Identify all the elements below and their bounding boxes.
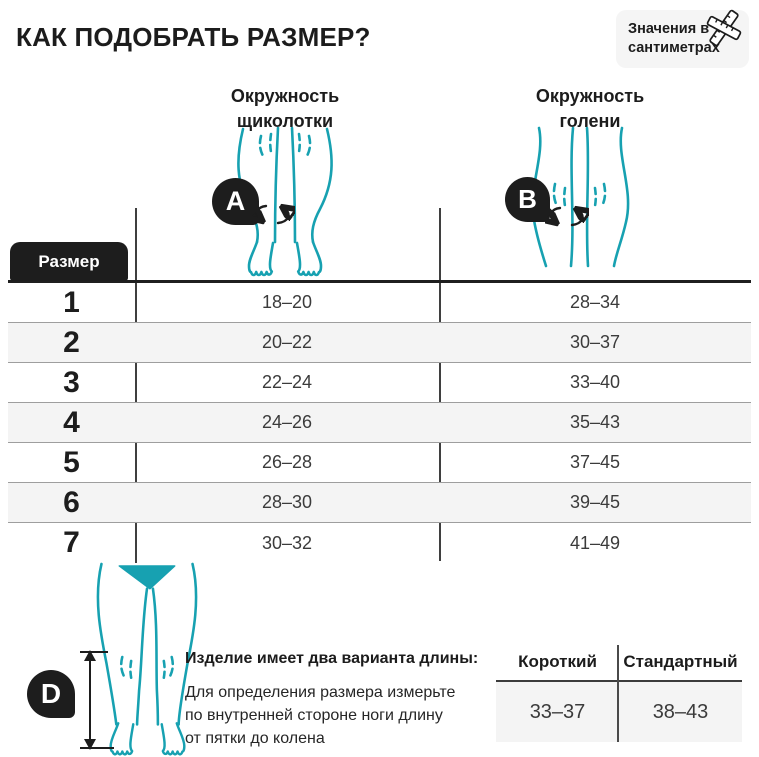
calf-range-cell: 30–37 [569,332,621,352]
length-table: Короткий Стандартный 33–37 38–43 [496,644,742,742]
ankle-range-cell: 20–22 [261,332,313,352]
marker-d-letter: D [40,678,62,709]
table-top-rule [8,280,751,283]
length-body-line: от пятки до колена [185,730,325,747]
full-legs-illustration [96,562,198,756]
length-body-line: Для определения размера измерьте [185,684,456,701]
marker-d-badge: D [27,670,75,718]
length-measure-arrow [80,650,114,750]
table-row: 7 30–32 41–49 [8,523,751,563]
table-row: 6 28–30 39–45 [8,483,751,523]
size-cell: 1 [63,285,80,319]
table-column-divider-2 [439,208,441,561]
column-header-ankle: Окружность щиколотки [230,86,340,131]
ruler-icon [706,9,742,47]
size-cell: 7 [63,526,80,559]
size-table: 1 18–20 28–34 2 20–22 30–37 3 22–24 33–4… [8,283,751,563]
ankle-range-cell: 24–26 [261,412,313,432]
ankle-range-cell: 22–24 [261,372,313,392]
size-cell: 5 [63,445,80,479]
size-cell: 6 [63,485,80,519]
length-table-value-row: 33–37 38–43 [496,682,742,742]
length-table-header-row: Короткий Стандартный [496,644,742,682]
calf-range-cell: 41–49 [569,532,621,553]
calf-range-cell: 39–45 [569,492,621,512]
units-badge: Значения в сантиметрах [616,9,749,68]
calf-legs-illustration [531,126,630,268]
length-table-divider [617,645,619,742]
calf-range-cell: 37–45 [569,452,621,472]
ankle-legs-illustration [237,126,333,277]
size-cell: 2 [63,325,80,359]
length-description: Изделие имеет два варианта длины: Для оп… [185,650,490,750]
table-row: 1 18–20 28–34 [8,283,751,323]
ankle-range-cell: 28–30 [261,492,313,512]
length-range-standard: 38–43 [652,700,709,723]
rotation-arrows-a-icon [251,203,295,227]
length-option-standard: Стандартный [623,652,738,671]
table-column-divider-1 [135,208,137,563]
table-row: 4 24–26 35–43 [8,403,751,443]
size-cell: 3 [63,365,80,399]
marker-a-letter: A [225,186,246,216]
length-range-short: 33–37 [529,700,586,723]
table-row: 3 22–24 33–40 [8,363,751,403]
rotation-arrows-b-icon [545,205,589,229]
units-badge-text: Значения в сантиметрах [628,21,720,56]
size-header-badge: Размер [10,242,128,281]
calf-range-cell: 33–40 [569,372,621,392]
length-option-short: Короткий [518,652,597,671]
ankle-range-cell: 30–32 [261,532,313,553]
table-row: 2 20–22 30–37 [8,323,751,363]
marker-b-letter: B [518,184,537,214]
page-title: КАК ПОДОБРАТЬ РАЗМЕР? [16,22,371,52]
table-row: 5 26–28 37–45 [8,443,751,483]
calf-range-cell: 35–43 [569,412,621,432]
calf-range-cell: 28–34 [569,292,621,312]
ankle-range-cell: 18–20 [261,292,313,312]
column-header-calf: Окружность голени [535,86,645,131]
size-cell: 4 [63,405,80,439]
length-body-line: по внутренней стороне ноги длину [185,707,443,724]
length-heading: Изделие имеет два варианта длины: [185,650,479,667]
marker-b-badge: B [505,177,550,222]
ankle-range-cell: 26–28 [261,452,313,472]
